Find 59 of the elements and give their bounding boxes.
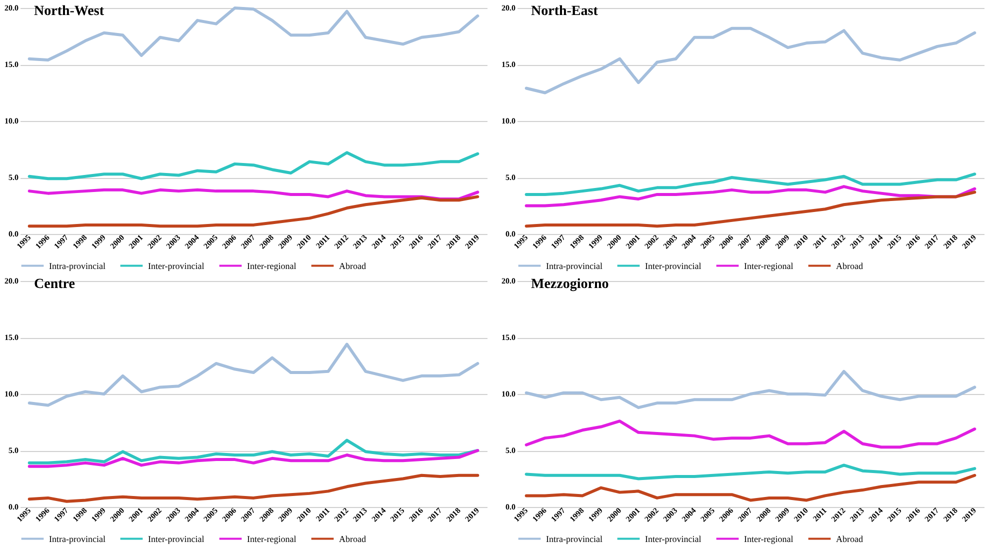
legend-label: Abroad xyxy=(339,534,366,544)
chart-title: Mezzogiorno xyxy=(531,277,609,292)
y-tick-label: 10.0 xyxy=(502,390,516,398)
y-tick-label: 15.0 xyxy=(502,60,516,69)
line-series xyxy=(524,172,976,196)
line-series xyxy=(524,420,976,449)
legend-label: Abroad xyxy=(836,260,864,271)
line-series xyxy=(28,195,480,228)
y-tick-label: 0.0 xyxy=(506,502,516,512)
x-tick-label: 2011 xyxy=(314,232,332,250)
legend-label: Intra-provincial xyxy=(546,534,603,544)
y-tick-label: 0.0 xyxy=(8,502,18,512)
y-tick-label: 5.0 xyxy=(506,446,516,455)
legend-label: Inter-provincial xyxy=(645,260,702,271)
line-series xyxy=(28,151,480,180)
y-tick-label: 5.0 xyxy=(8,446,18,455)
y-tick-label: 20.0 xyxy=(4,4,18,12)
y-tick-label: 5.0 xyxy=(506,173,516,182)
y-tick-label: 5.0 xyxy=(8,173,18,182)
x-tick-label: 2011 xyxy=(314,506,332,524)
line-series xyxy=(28,449,480,468)
line-series xyxy=(28,342,480,407)
y-tick-label: 10.0 xyxy=(4,116,18,126)
line-series xyxy=(524,370,976,410)
y-tick-label: 15.0 xyxy=(502,333,516,342)
y-tick-label: 15.0 xyxy=(4,333,18,342)
line-series xyxy=(28,6,480,62)
legend-label: Inter-provincial xyxy=(148,260,205,271)
line-series xyxy=(28,474,480,503)
line-series xyxy=(524,26,976,94)
chart-title: North-East xyxy=(531,4,598,19)
line-series xyxy=(524,190,976,228)
y-tick-label: 0.0 xyxy=(506,230,516,238)
y-tick-label: 20.0 xyxy=(4,276,18,286)
line-series xyxy=(28,188,480,200)
y-tick-label: 20.0 xyxy=(502,276,516,286)
legend-label: Inter-provincial xyxy=(148,534,205,544)
y-tick-label: 0.0 xyxy=(8,230,18,238)
legend-label: Inter-provincial xyxy=(645,534,702,544)
legend-label: Intra-provincial xyxy=(49,260,106,271)
legend-label: Intra-provincial xyxy=(49,534,106,544)
y-tick-label: 10.0 xyxy=(4,390,18,398)
legend-label: Inter-regional xyxy=(744,534,794,544)
y-tick-label: 15.0 xyxy=(4,60,18,69)
line-series xyxy=(524,474,976,502)
legend-label: Abroad xyxy=(339,260,366,271)
line-series xyxy=(524,464,976,480)
chart-title: Centre xyxy=(34,277,75,292)
y-tick-label: 20.0 xyxy=(502,4,516,12)
legend-label: Inter-regional xyxy=(744,260,794,271)
legend-label: Inter-regional xyxy=(247,534,297,544)
x-tick-label: 2011 xyxy=(811,506,829,524)
line-series xyxy=(524,185,976,208)
legend-label: Abroad xyxy=(836,534,864,544)
y-tick-label: 10.0 xyxy=(502,116,516,126)
x-tick-label: 2011 xyxy=(811,232,829,250)
chart-title: North-West xyxy=(34,4,104,19)
legend-label: Intra-provincial xyxy=(546,260,603,271)
legend-label: Inter-regional xyxy=(247,260,297,271)
